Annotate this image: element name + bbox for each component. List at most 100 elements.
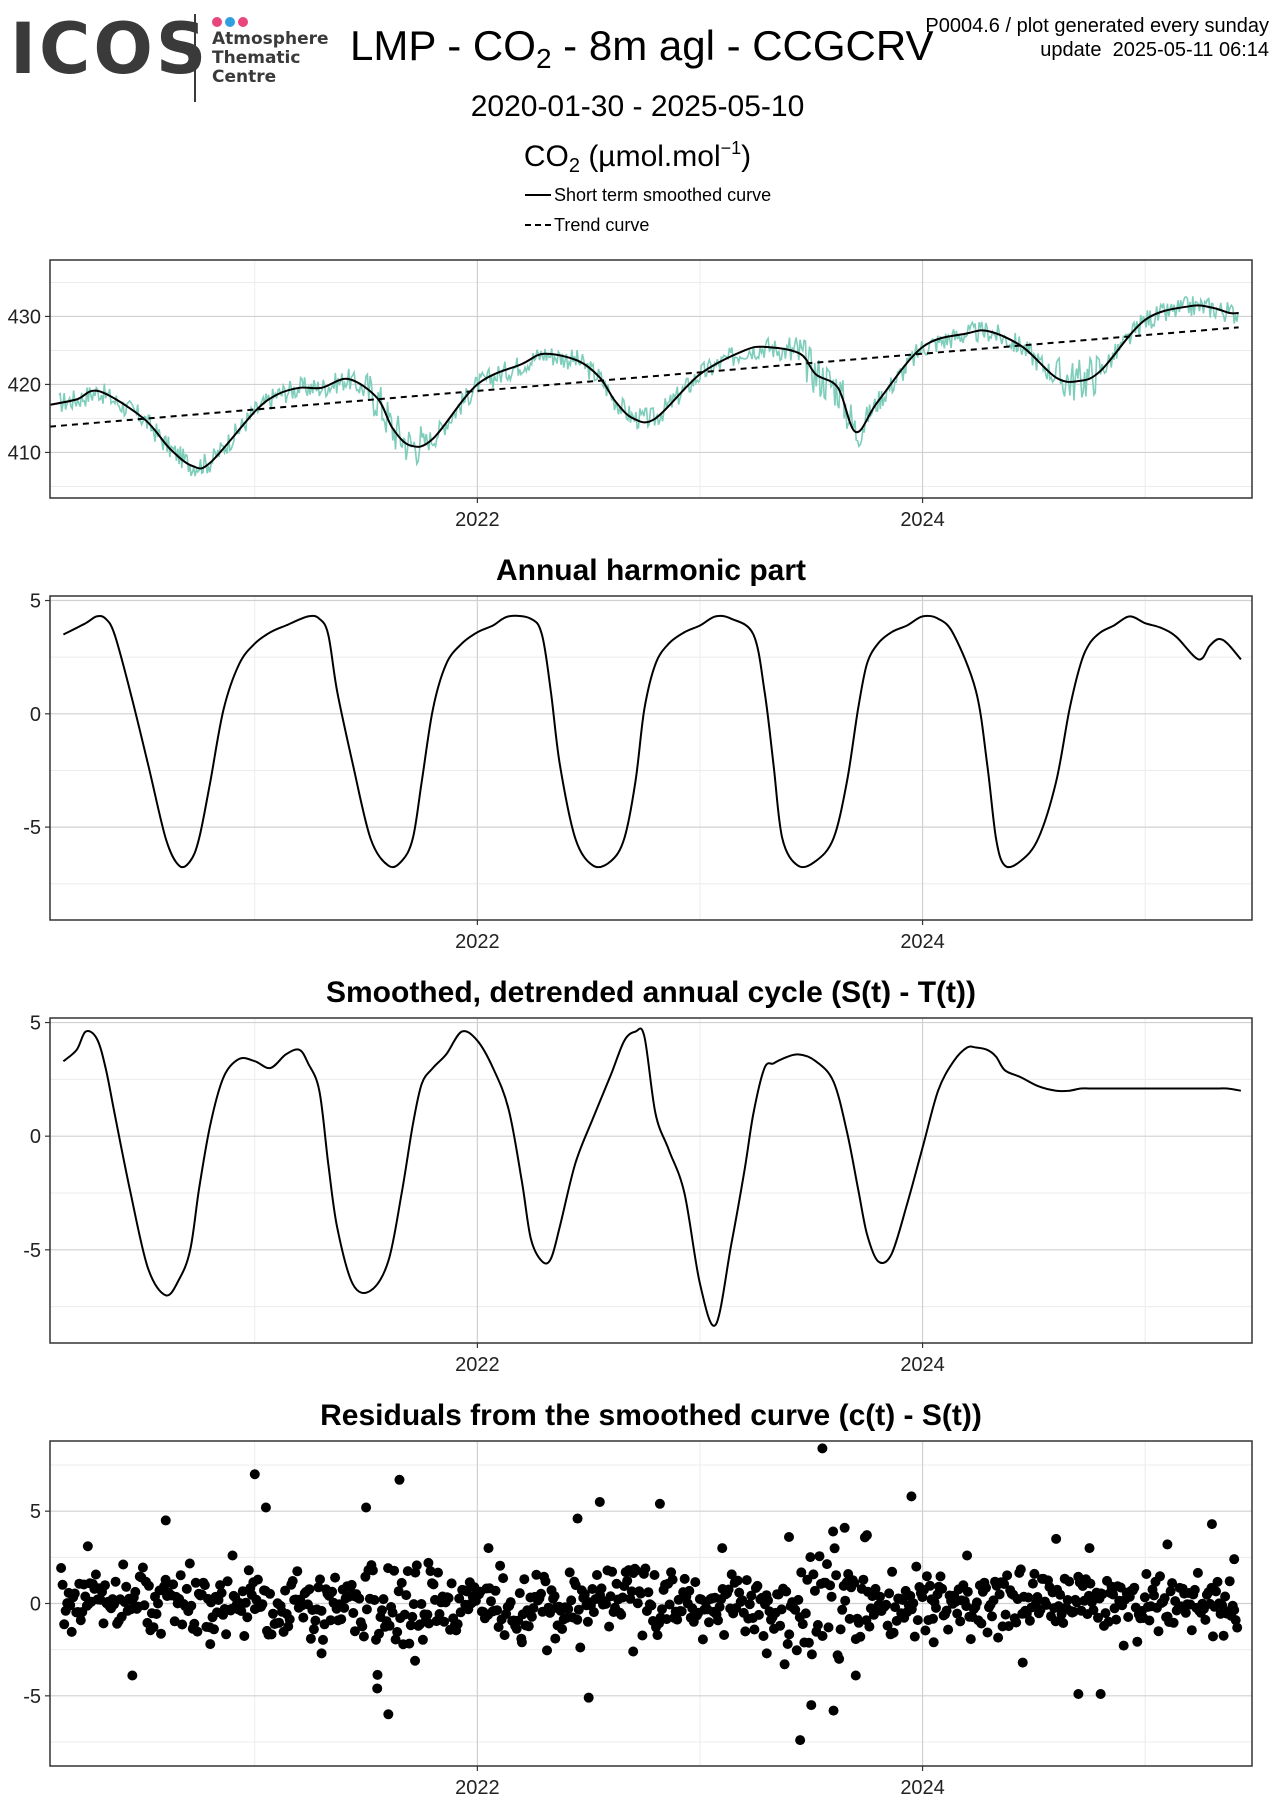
residual-point: [1093, 1612, 1103, 1623]
residual-point-outlier: [1229, 1554, 1240, 1565]
date-range: 2020-01-30 - 2025-05-10: [470, 90, 805, 123]
residual-point: [372, 1669, 383, 1680]
residual-point: [257, 1599, 268, 1610]
residual-point: [434, 1609, 445, 1619]
residual-point: [374, 1628, 384, 1639]
residual-point: [199, 1580, 210, 1591]
residual-point: [588, 1607, 599, 1618]
residual-point: [417, 1634, 428, 1645]
residual-point: [148, 1622, 159, 1633]
residual-point: [858, 1574, 869, 1585]
residual-point: [168, 1579, 179, 1590]
residual-point: [849, 1578, 860, 1588]
residual-point: [1220, 1591, 1231, 1602]
x-tick-label: 2022: [455, 509, 500, 531]
residual-point: [425, 1566, 436, 1577]
residual-point: [1167, 1578, 1178, 1589]
residual-point: [401, 1590, 412, 1601]
residual-point-outlier: [349, 1626, 360, 1637]
residual-point: [121, 1581, 132, 1592]
residual-point: [313, 1582, 324, 1593]
residual-point-outlier: [1095, 1688, 1106, 1699]
y-tick-label: 5: [30, 1501, 41, 1523]
residual-point-outlier: [227, 1550, 238, 1561]
residual-point-outlier: [550, 1633, 561, 1644]
residual-point: [240, 1597, 251, 1608]
residual-point: [744, 1599, 755, 1610]
residual-point: [428, 1579, 439, 1590]
residual-point: [828, 1526, 839, 1537]
residual-point: [239, 1631, 250, 1641]
title-main: LMP - CO: [350, 22, 536, 69]
residual-point: [514, 1588, 525, 1599]
residual-point: [1165, 1586, 1176, 1597]
residual-point: [1232, 1622, 1243, 1633]
residual-point-outlier: [260, 1502, 271, 1513]
residual-point: [452, 1619, 463, 1630]
residual-point: [1015, 1564, 1026, 1575]
residual-point: [1055, 1589, 1066, 1600]
residual-point: [1212, 1576, 1223, 1587]
residual-point-outlier: [654, 1498, 665, 1509]
icos-logo: ICOS: [10, 8, 210, 90]
residual-point-outlier: [795, 1735, 806, 1746]
residual-point: [209, 1624, 219, 1635]
residual-point: [622, 1575, 633, 1586]
residual-point: [1003, 1621, 1014, 1632]
residual-point: [1200, 1614, 1211, 1625]
residual-point: [237, 1586, 248, 1597]
unit-mid: (µmol.mol: [579, 140, 721, 173]
residual-point: [190, 1577, 201, 1588]
residual-point: [604, 1621, 615, 1632]
residual-point-outlier: [806, 1700, 817, 1711]
panel-frame: [49, 259, 1253, 499]
x-tick-label: 2022: [455, 1354, 500, 1376]
residual-point: [222, 1576, 233, 1587]
residual-point: [779, 1659, 790, 1670]
residual-point: [446, 1578, 457, 1589]
residual-point: [661, 1614, 672, 1625]
residual-point: [673, 1594, 684, 1605]
residual-point: [881, 1599, 892, 1610]
plot-area-harmonic: [62, 614, 1242, 869]
residual-point: [961, 1601, 972, 1612]
residual-point: [330, 1572, 341, 1583]
residual-point-outlier: [628, 1646, 639, 1657]
residual-point: [499, 1630, 510, 1641]
residual-point: [884, 1588, 895, 1599]
residual-point: [572, 1614, 583, 1625]
residual-point: [387, 1607, 398, 1618]
residual-point: [753, 1609, 764, 1620]
residual-point-outlier: [82, 1541, 93, 1552]
residual-point: [625, 1593, 636, 1604]
residual-point: [592, 1570, 602, 1580]
residual-point: [793, 1594, 804, 1605]
residual-point: [763, 1595, 773, 1606]
residual-point: [1129, 1582, 1140, 1593]
legend-label-trend: Trend curve: [554, 214, 650, 235]
residual-point: [1132, 1636, 1143, 1647]
residual-point: [664, 1599, 675, 1610]
residual-point: [160, 1574, 171, 1585]
residual-point: [274, 1617, 285, 1628]
residual-point: [796, 1567, 807, 1578]
residual-point: [523, 1621, 534, 1632]
residual-point: [812, 1620, 823, 1630]
residual-point: [646, 1600, 657, 1611]
residual-point: [498, 1573, 509, 1584]
residual-point: [657, 1604, 667, 1615]
residual-point: [831, 1570, 842, 1581]
residual-point: [439, 1616, 450, 1627]
residual-point-outlier: [839, 1522, 850, 1533]
residual-point: [433, 1567, 443, 1578]
residual-point: [325, 1615, 336, 1626]
residual-point: [704, 1617, 714, 1628]
residual-point: [822, 1559, 832, 1570]
residual-point: [390, 1634, 401, 1645]
residual-point: [536, 1588, 546, 1599]
residual-point: [835, 1624, 846, 1635]
residual-point: [999, 1579, 1010, 1589]
residual-point: [781, 1586, 792, 1597]
plot-meta: P0004.6 / plot generated every sunday up…: [925, 14, 1269, 62]
